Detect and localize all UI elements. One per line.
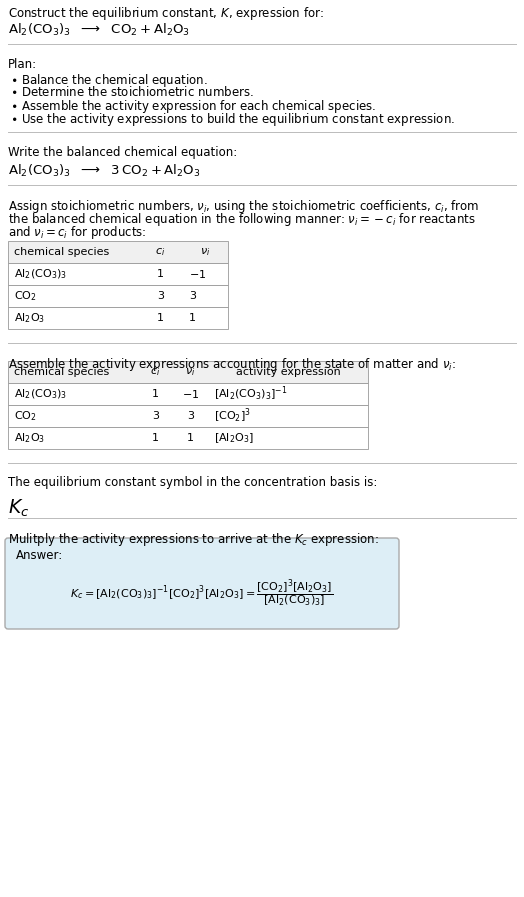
Text: activity expression: activity expression bbox=[236, 367, 341, 377]
Text: $\nu_i$: $\nu_i$ bbox=[200, 246, 211, 258]
Text: 3: 3 bbox=[189, 291, 196, 301]
Text: $-1$: $-1$ bbox=[189, 268, 206, 280]
Text: 3: 3 bbox=[187, 411, 194, 421]
Text: $-1$: $-1$ bbox=[182, 388, 199, 400]
Text: $\mathrm{CO_2}$: $\mathrm{CO_2}$ bbox=[14, 409, 37, 422]
Text: the balanced chemical equation in the following manner: $\nu_i = -c_i$ for react: the balanced chemical equation in the fo… bbox=[8, 211, 476, 228]
Text: $\mathrm{CO_2}$: $\mathrm{CO_2}$ bbox=[14, 289, 37, 303]
Bar bbox=[8, 241, 228, 263]
Text: $\bullet$ Use the activity expressions to build the equilibrium constant express: $\bullet$ Use the activity expressions t… bbox=[10, 111, 455, 128]
Text: 1: 1 bbox=[152, 433, 159, 443]
Text: Write the balanced chemical equation:: Write the balanced chemical equation: bbox=[8, 146, 237, 159]
Text: $[\mathrm{Al_2(CO_3)_3}]^{-1}$: $[\mathrm{Al_2(CO_3)_3}]^{-1}$ bbox=[214, 385, 288, 404]
Text: 1: 1 bbox=[157, 269, 164, 279]
Text: $\bullet$ Determine the stoichiometric numbers.: $\bullet$ Determine the stoichiometric n… bbox=[10, 85, 254, 99]
Text: Construct the equilibrium constant, $K$, expression for:: Construct the equilibrium constant, $K$,… bbox=[8, 5, 324, 22]
Text: 1: 1 bbox=[152, 389, 159, 399]
Text: $K_c = [\mathrm{Al_2(CO_3)_3}]^{-1}[\mathrm{CO_2}]^3[\mathrm{Al_2O_3}] = \dfrac{: $K_c = [\mathrm{Al_2(CO_3)_3}]^{-1}[\mat… bbox=[70, 578, 334, 609]
Bar bbox=[8, 427, 368, 449]
Text: The equilibrium constant symbol in the concentration basis is:: The equilibrium constant symbol in the c… bbox=[8, 476, 377, 489]
Text: $\mathrm{Al_2(CO_3)_3}$  $\longrightarrow$  $3\,\mathrm{CO_2 + Al_2O_3}$: $\mathrm{Al_2(CO_3)_3}$ $\longrightarrow… bbox=[8, 163, 201, 179]
Text: Assign stoichiometric numbers, $\nu_i$, using the stoichiometric coefficients, $: Assign stoichiometric numbers, $\nu_i$, … bbox=[8, 198, 479, 215]
Text: $[\mathrm{Al_2O_3}]$: $[\mathrm{Al_2O_3}]$ bbox=[214, 431, 254, 445]
Text: $c_i$: $c_i$ bbox=[156, 246, 166, 258]
Text: $K_c$: $K_c$ bbox=[8, 498, 29, 519]
Text: $\mathrm{Al_2O_3}$: $\mathrm{Al_2O_3}$ bbox=[14, 431, 45, 445]
Text: $[\mathrm{CO_2}]^3$: $[\mathrm{CO_2}]^3$ bbox=[214, 407, 251, 425]
Text: 1: 1 bbox=[157, 313, 164, 323]
Bar bbox=[8, 263, 228, 285]
Text: $\nu_i$: $\nu_i$ bbox=[185, 366, 195, 378]
Text: Assemble the activity expressions accounting for the state of matter and $\nu_i$: Assemble the activity expressions accoun… bbox=[8, 356, 456, 373]
Text: $c_i$: $c_i$ bbox=[150, 366, 161, 378]
FancyBboxPatch shape bbox=[5, 538, 399, 629]
Bar bbox=[8, 285, 228, 307]
Bar bbox=[8, 361, 368, 383]
Text: $\mathrm{Al_2(CO_3)_3}$: $\mathrm{Al_2(CO_3)_3}$ bbox=[14, 388, 67, 401]
Text: 1: 1 bbox=[187, 433, 194, 443]
Text: Plan:: Plan: bbox=[8, 58, 37, 71]
Text: $\mathrm{Al_2(CO_3)_3}$  $\longrightarrow$  $\mathrm{CO_2 + Al_2O_3}$: $\mathrm{Al_2(CO_3)_3}$ $\longrightarrow… bbox=[8, 22, 190, 38]
Text: $\mathrm{Al_2O_3}$: $\mathrm{Al_2O_3}$ bbox=[14, 311, 45, 325]
Text: $\mathrm{Al_2(CO_3)_3}$: $\mathrm{Al_2(CO_3)_3}$ bbox=[14, 267, 67, 281]
Text: $\bullet$ Balance the chemical equation.: $\bullet$ Balance the chemical equation. bbox=[10, 72, 208, 89]
Text: chemical species: chemical species bbox=[14, 367, 109, 377]
Bar bbox=[8, 405, 368, 427]
Text: and $\nu_i = c_i$ for products:: and $\nu_i = c_i$ for products: bbox=[8, 224, 146, 241]
Text: $\bullet$ Assemble the activity expression for each chemical species.: $\bullet$ Assemble the activity expressi… bbox=[10, 98, 376, 115]
Text: Answer:: Answer: bbox=[16, 549, 63, 562]
Text: Mulitply the activity expressions to arrive at the $K_c$ expression:: Mulitply the activity expressions to arr… bbox=[8, 531, 379, 548]
Text: chemical species: chemical species bbox=[14, 247, 109, 257]
Text: 3: 3 bbox=[157, 291, 164, 301]
Text: 1: 1 bbox=[189, 313, 196, 323]
Text: 3: 3 bbox=[152, 411, 159, 421]
Bar bbox=[8, 307, 228, 329]
Bar bbox=[8, 383, 368, 405]
